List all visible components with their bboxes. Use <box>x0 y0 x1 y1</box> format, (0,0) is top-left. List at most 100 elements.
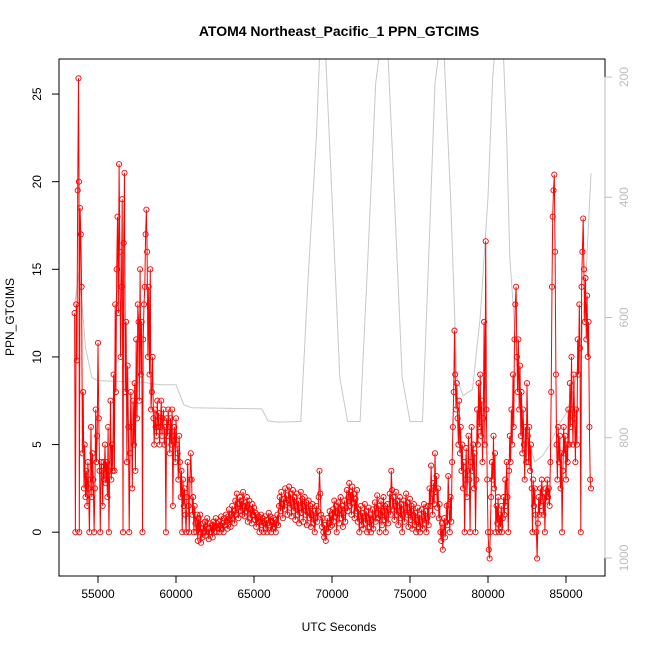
data-point <box>468 423 475 431</box>
data-point <box>108 476 115 483</box>
data-point <box>149 353 156 360</box>
data-point <box>213 529 220 536</box>
data-point <box>226 516 233 523</box>
data-point <box>335 520 343 527</box>
data-point <box>478 397 485 404</box>
data-point <box>374 492 381 499</box>
data-point <box>135 318 142 325</box>
x-axis: 55000 60000 65000 70000 75000 80000 85000 <box>81 575 583 601</box>
data-point <box>558 450 565 457</box>
data-point <box>203 529 210 536</box>
primary-series-points <box>71 75 595 562</box>
data-point <box>459 485 467 492</box>
data-point <box>573 406 580 413</box>
data-point <box>341 497 348 504</box>
data-point <box>401 518 408 525</box>
data-point <box>502 476 509 483</box>
data-point <box>442 534 449 541</box>
data-point <box>194 537 201 544</box>
data-point <box>511 336 518 343</box>
data-point <box>534 555 541 562</box>
data-point <box>347 488 354 495</box>
data-point <box>136 397 143 404</box>
data-point <box>179 476 187 483</box>
data-point <box>84 502 91 509</box>
data-point <box>569 406 576 413</box>
data-point <box>76 529 83 536</box>
data-point <box>143 206 150 213</box>
data-point <box>162 423 169 431</box>
data-point <box>559 529 566 536</box>
x-tick-label: 80000 <box>471 587 505 601</box>
data-point <box>78 283 85 290</box>
data-point <box>325 529 332 536</box>
data-point <box>144 248 151 255</box>
data-point <box>277 508 284 515</box>
data-point <box>152 423 159 431</box>
data-point <box>103 459 110 466</box>
data-point <box>313 502 320 509</box>
data-point <box>343 487 350 494</box>
data-point <box>353 487 361 494</box>
data-point <box>199 534 206 541</box>
data-point <box>342 518 349 525</box>
data-point <box>311 529 318 536</box>
data-point <box>71 310 78 317</box>
data-point <box>509 441 516 448</box>
data-point <box>115 310 122 317</box>
data-point <box>378 522 385 529</box>
data-point <box>391 516 398 523</box>
data-point <box>285 497 292 504</box>
data-point <box>561 450 568 457</box>
data-point <box>587 485 595 492</box>
data-point <box>305 497 312 504</box>
x-tick-label: 55000 <box>81 587 115 601</box>
data-point <box>517 432 524 439</box>
data-point <box>275 522 282 529</box>
data-point <box>477 371 484 378</box>
data-point <box>392 502 399 509</box>
data-point <box>251 516 258 523</box>
data-point <box>470 485 478 492</box>
data-point <box>281 506 288 513</box>
data-point <box>207 520 214 527</box>
data-point <box>481 441 488 448</box>
data-point <box>146 371 153 378</box>
data-point <box>158 397 165 404</box>
data-point <box>331 497 338 504</box>
data-point <box>383 511 390 518</box>
data-point <box>300 518 307 525</box>
data-point <box>439 546 446 553</box>
data-point <box>441 515 448 522</box>
data-point <box>94 339 102 346</box>
data-point <box>452 406 460 413</box>
data-point <box>178 467 185 474</box>
data-point <box>215 518 222 525</box>
data-point <box>500 494 507 501</box>
data-point <box>90 476 97 483</box>
data-point <box>73 357 80 364</box>
data-point <box>475 380 482 387</box>
data-point <box>180 502 187 509</box>
data-point <box>523 459 530 466</box>
data-point <box>186 476 194 483</box>
data-point <box>488 494 495 501</box>
data-point <box>109 467 116 474</box>
data-point <box>523 380 531 387</box>
data-point <box>440 529 447 536</box>
data-point <box>457 423 464 431</box>
data-point <box>509 371 517 378</box>
data-point <box>329 506 336 513</box>
data-point <box>286 483 293 490</box>
right-y-tick-label: 800 <box>617 427 631 447</box>
data-point <box>314 518 321 525</box>
data-point <box>522 423 529 431</box>
data-point <box>303 522 311 529</box>
data-point <box>407 516 414 523</box>
data-point <box>371 513 378 520</box>
data-point <box>75 178 83 185</box>
data-point <box>220 529 227 536</box>
data-point <box>177 494 184 501</box>
data-point <box>425 522 432 529</box>
data-point <box>88 494 95 501</box>
